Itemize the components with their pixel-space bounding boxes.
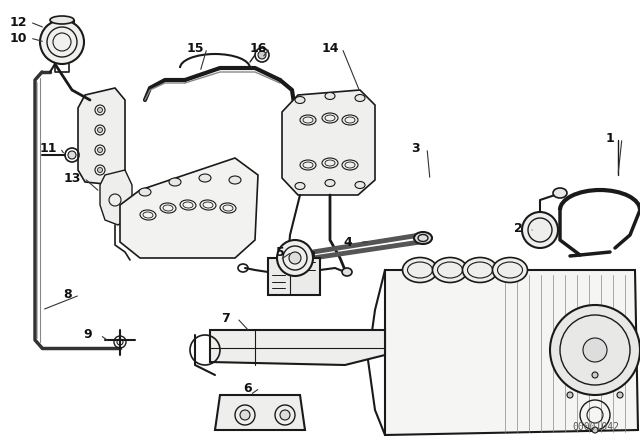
- Text: 00001042: 00001042: [572, 422, 619, 432]
- Text: 4: 4: [344, 236, 353, 249]
- Circle shape: [277, 240, 313, 276]
- Text: 5: 5: [276, 246, 284, 258]
- Circle shape: [97, 128, 102, 133]
- Ellipse shape: [355, 181, 365, 189]
- Text: 3: 3: [411, 142, 419, 155]
- Polygon shape: [100, 170, 132, 225]
- Text: 10: 10: [9, 31, 27, 44]
- Ellipse shape: [325, 92, 335, 99]
- Text: 11: 11: [39, 142, 57, 155]
- Circle shape: [617, 392, 623, 398]
- Circle shape: [40, 20, 84, 64]
- Text: 14: 14: [321, 42, 339, 55]
- Circle shape: [258, 51, 266, 59]
- Ellipse shape: [295, 182, 305, 190]
- Text: 1: 1: [605, 132, 614, 145]
- Text: 9: 9: [84, 328, 92, 341]
- Ellipse shape: [295, 96, 305, 103]
- Circle shape: [567, 392, 573, 398]
- Circle shape: [550, 305, 640, 395]
- Text: 16: 16: [250, 42, 267, 55]
- Ellipse shape: [229, 176, 241, 184]
- Ellipse shape: [139, 188, 151, 196]
- Circle shape: [289, 252, 301, 264]
- Circle shape: [583, 338, 607, 362]
- Circle shape: [68, 151, 76, 159]
- Circle shape: [280, 410, 290, 420]
- Polygon shape: [282, 90, 375, 195]
- Ellipse shape: [493, 258, 527, 283]
- Circle shape: [522, 212, 558, 248]
- Ellipse shape: [414, 232, 432, 244]
- Circle shape: [592, 427, 598, 433]
- Ellipse shape: [403, 258, 438, 283]
- Circle shape: [240, 410, 250, 420]
- Polygon shape: [210, 330, 385, 365]
- Text: 15: 15: [186, 42, 204, 55]
- Text: 6: 6: [244, 382, 252, 395]
- Text: 13: 13: [63, 172, 81, 185]
- Circle shape: [97, 168, 102, 172]
- Circle shape: [97, 108, 102, 112]
- Text: 2: 2: [514, 221, 522, 234]
- Ellipse shape: [50, 16, 74, 24]
- Circle shape: [97, 147, 102, 152]
- Ellipse shape: [433, 258, 467, 283]
- Polygon shape: [120, 158, 258, 258]
- Circle shape: [592, 372, 598, 378]
- Polygon shape: [385, 270, 638, 435]
- Ellipse shape: [169, 178, 181, 186]
- Polygon shape: [78, 88, 125, 185]
- Ellipse shape: [553, 188, 567, 198]
- Ellipse shape: [463, 258, 497, 283]
- Ellipse shape: [325, 180, 335, 186]
- Ellipse shape: [199, 174, 211, 182]
- Text: 7: 7: [221, 311, 229, 324]
- Text: 8: 8: [64, 289, 72, 302]
- Text: 12: 12: [9, 16, 27, 29]
- Polygon shape: [268, 258, 320, 295]
- Ellipse shape: [355, 95, 365, 102]
- Polygon shape: [215, 395, 305, 430]
- Ellipse shape: [342, 268, 352, 276]
